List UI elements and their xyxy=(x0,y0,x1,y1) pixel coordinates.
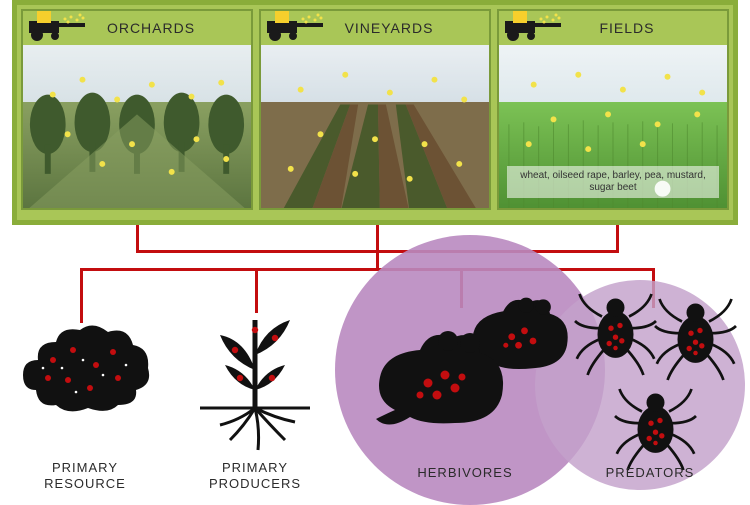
fields-crops-label: wheat, oilseed rape, barley, pea, mustar… xyxy=(507,166,719,198)
connector-line xyxy=(616,225,619,250)
plant-icon xyxy=(190,300,320,460)
trophic-row: PRIMARY RESOURCE PRIMARY PRODUCERS HERBI… xyxy=(0,300,750,500)
habitat-header-orchards: ORCHARDS xyxy=(23,11,251,45)
orchard-trees-icon xyxy=(23,45,251,208)
label-line1: HERBIVORES xyxy=(417,465,512,480)
label-primary-producers: PRIMARY PRODUCERS xyxy=(195,460,315,493)
label-line1: PRIMARY xyxy=(222,460,288,475)
connector-line xyxy=(376,250,379,270)
label-predators: PREDATORS xyxy=(590,465,710,481)
tractor-icon xyxy=(265,9,325,41)
label-line2: RESOURCE xyxy=(44,476,126,491)
tractor-icon xyxy=(503,9,563,41)
label-line2: PRODUCERS xyxy=(209,476,301,491)
habitat-photo-orchards xyxy=(23,45,251,208)
connector-line xyxy=(376,225,379,250)
habitat-fields: FIELDS xyxy=(497,9,729,210)
label-herbivores: HERBIVORES xyxy=(395,465,535,481)
connector-line xyxy=(136,225,139,250)
label-line1: PREDATORS xyxy=(606,465,695,480)
habitat-band: ORCHARDS xyxy=(12,0,738,225)
spiders-icon xyxy=(555,275,745,480)
habitat-title-fields: FIELDS xyxy=(599,20,654,36)
habitat-title-orchards: ORCHARDS xyxy=(107,20,195,36)
habitat-vineyards: VINEYARDS xyxy=(259,9,491,210)
soil-icon xyxy=(18,320,153,415)
label-line1: PRIMARY xyxy=(52,460,118,475)
habitat-header-fields: FIELDS xyxy=(499,11,727,45)
habitat-header-vineyards: VINEYARDS xyxy=(261,11,489,45)
tractor-icon xyxy=(27,9,87,41)
connector-line xyxy=(80,268,655,271)
habitat-title-vineyards: VINEYARDS xyxy=(345,20,434,36)
rodent-icon xyxy=(370,285,585,435)
habitat-photo-fields: wheat, oilseed rape, barley, pea, mustar… xyxy=(499,45,727,208)
vineyard-rows-icon xyxy=(261,45,489,208)
habitat-photo-vineyards xyxy=(261,45,489,208)
habitat-orchards: ORCHARDS xyxy=(21,9,253,210)
label-primary-resource: PRIMARY RESOURCE xyxy=(25,460,145,493)
